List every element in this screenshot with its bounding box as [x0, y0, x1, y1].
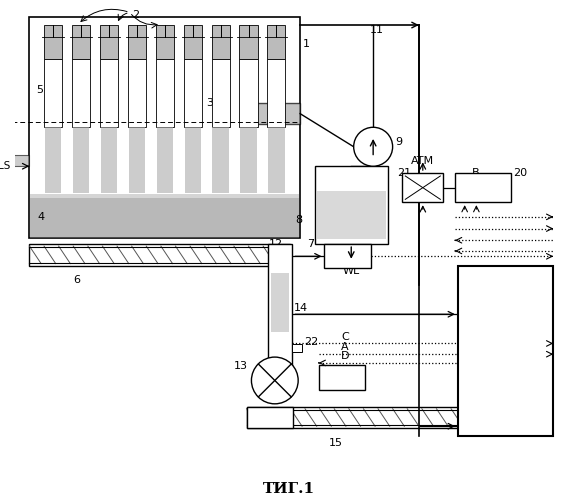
- Bar: [240, 128, 257, 192]
- Text: WL: WL: [342, 266, 360, 276]
- Bar: [72, 25, 90, 59]
- Bar: [73, 128, 89, 192]
- Bar: [184, 25, 202, 59]
- Bar: [44, 59, 62, 128]
- Text: B: B: [472, 168, 479, 178]
- Text: 21: 21: [398, 168, 412, 178]
- Bar: [184, 128, 201, 192]
- Text: 4: 4: [37, 212, 45, 222]
- Bar: [241, 103, 300, 124]
- Text: 5: 5: [36, 86, 43, 96]
- Text: 2: 2: [131, 10, 139, 20]
- Circle shape: [354, 128, 393, 166]
- Bar: [101, 128, 117, 192]
- Bar: [271, 274, 289, 332]
- Text: 1: 1: [303, 38, 310, 48]
- Bar: [455, 173, 512, 203]
- Text: 11: 11: [370, 25, 384, 35]
- Bar: [246, 406, 293, 428]
- Bar: [157, 128, 173, 192]
- Bar: [44, 25, 62, 59]
- Bar: [29, 18, 300, 238]
- Text: 6: 6: [73, 276, 80, 285]
- Bar: [240, 59, 258, 128]
- Text: ΤИГ.1: ΤИГ.1: [263, 482, 315, 496]
- Bar: [268, 244, 292, 370]
- Bar: [128, 59, 146, 128]
- Bar: [324, 244, 371, 268]
- Text: MO: MO: [489, 342, 522, 360]
- Bar: [156, 59, 174, 128]
- Text: 14: 14: [294, 302, 309, 312]
- Text: C: C: [341, 332, 349, 342]
- Text: A: A: [341, 342, 349, 352]
- Bar: [268, 128, 284, 192]
- Bar: [12, 154, 29, 166]
- Text: LS: LS: [0, 161, 10, 171]
- Bar: [128, 25, 146, 59]
- Text: 3: 3: [206, 98, 214, 108]
- Text: 15: 15: [329, 438, 343, 448]
- Text: 9: 9: [395, 137, 403, 147]
- Bar: [267, 25, 285, 59]
- Text: 7: 7: [307, 240, 314, 250]
- Text: M2: M2: [333, 372, 351, 382]
- Bar: [316, 190, 386, 240]
- Text: M3: M3: [261, 412, 279, 422]
- Text: 22: 22: [304, 336, 318, 346]
- Bar: [212, 59, 230, 128]
- Bar: [45, 128, 61, 192]
- Bar: [402, 173, 443, 203]
- Bar: [213, 128, 228, 192]
- Bar: [292, 344, 302, 352]
- Text: D: D: [341, 351, 350, 361]
- Circle shape: [252, 357, 298, 404]
- Text: 8: 8: [295, 215, 302, 225]
- Bar: [212, 25, 230, 59]
- Text: ATM: ATM: [411, 156, 434, 166]
- Bar: [100, 25, 118, 59]
- Text: 12: 12: [269, 240, 283, 250]
- Bar: [240, 25, 258, 59]
- Text: M1: M1: [338, 252, 357, 262]
- Bar: [30, 198, 299, 237]
- Bar: [30, 194, 299, 238]
- Bar: [267, 59, 285, 128]
- Bar: [29, 244, 290, 266]
- Bar: [246, 406, 548, 428]
- Text: 20: 20: [513, 168, 527, 178]
- Bar: [184, 59, 202, 128]
- Bar: [72, 59, 90, 128]
- Text: 13: 13: [234, 361, 248, 371]
- Bar: [156, 25, 174, 59]
- Bar: [129, 128, 145, 192]
- Bar: [315, 166, 388, 244]
- Bar: [458, 266, 553, 436]
- Bar: [319, 365, 365, 390]
- Bar: [100, 59, 118, 128]
